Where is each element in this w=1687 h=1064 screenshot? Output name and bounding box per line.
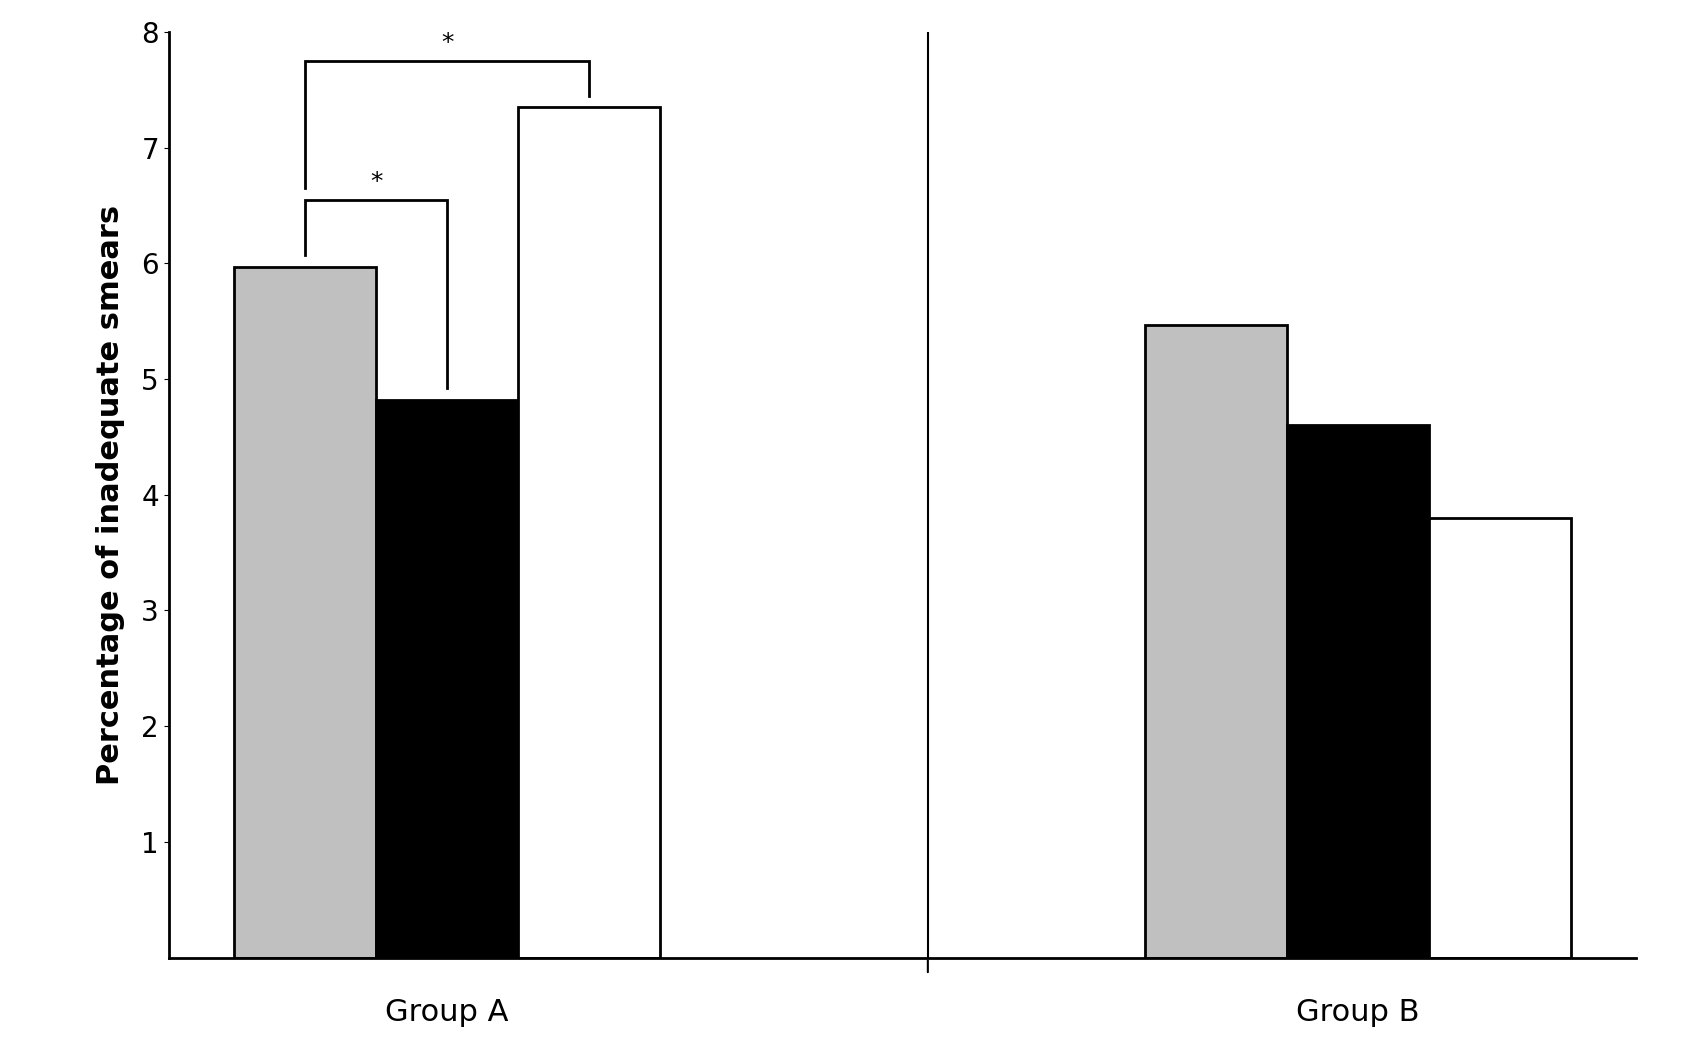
- Bar: [1145, 325, 1287, 958]
- Bar: [376, 400, 518, 958]
- Text: *: *: [440, 31, 454, 55]
- Text: Group A: Group A: [385, 998, 509, 1027]
- Bar: [518, 107, 660, 958]
- Y-axis label: Percentage of inadequate smears: Percentage of inadequate smears: [96, 204, 125, 785]
- Bar: [1287, 426, 1429, 958]
- Bar: [1429, 518, 1571, 958]
- Bar: [234, 267, 376, 958]
- Text: *: *: [369, 170, 383, 194]
- Text: Group B: Group B: [1296, 998, 1420, 1027]
